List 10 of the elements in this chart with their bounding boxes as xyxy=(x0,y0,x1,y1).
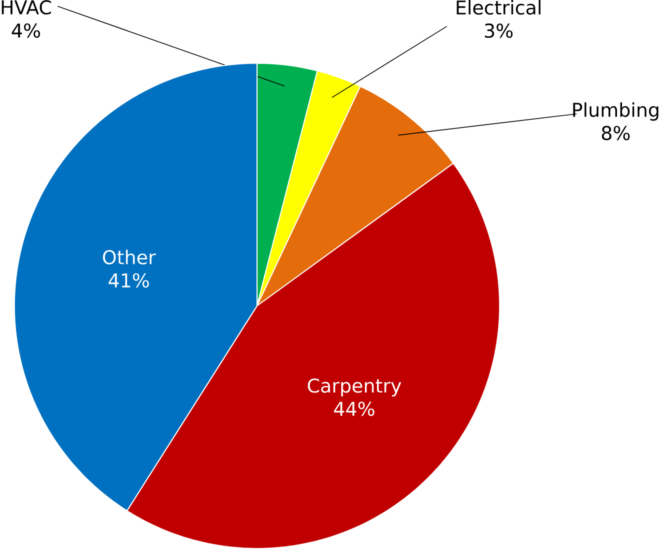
slice-label: Other xyxy=(102,250,156,264)
data-label: 8% xyxy=(602,126,630,140)
data-label: 3% xyxy=(484,24,513,38)
slice-label: HVAC xyxy=(2,0,51,14)
data-label: 41% xyxy=(108,273,149,288)
slice-label: Carpentry xyxy=(308,378,402,396)
data-label: 4% xyxy=(12,23,40,38)
data-label: 44% xyxy=(334,402,374,416)
slice-label: Plumbing xyxy=(573,102,658,121)
slice-label: Electrical xyxy=(456,0,540,15)
